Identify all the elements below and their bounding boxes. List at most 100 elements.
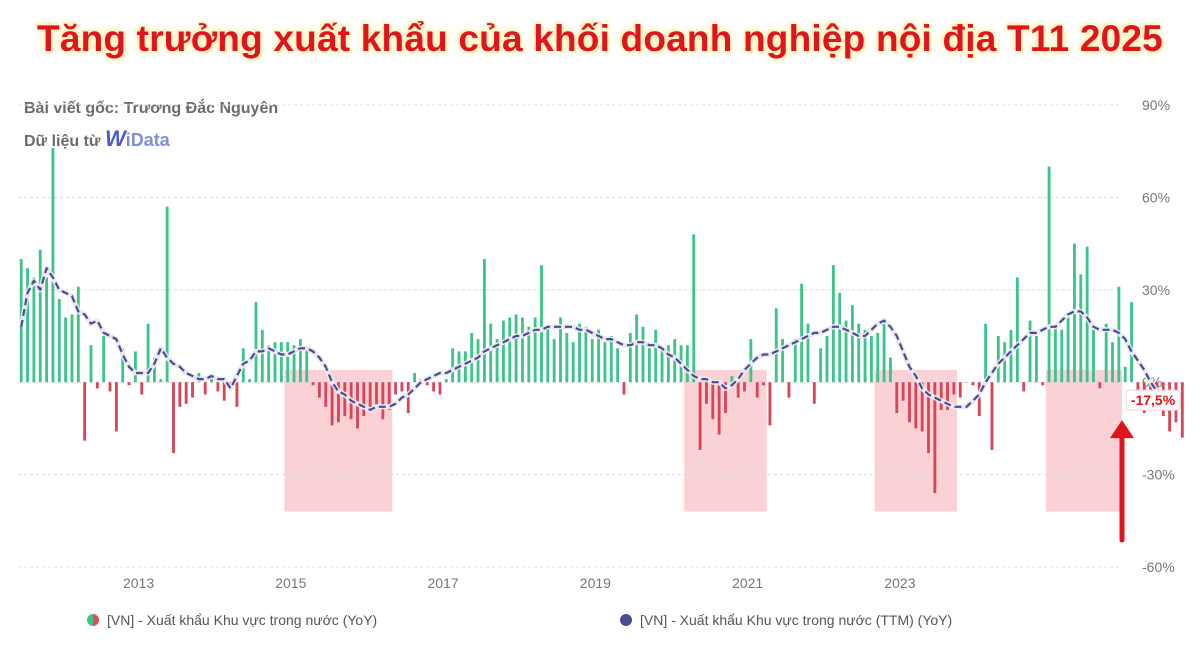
bar — [876, 332, 880, 383]
bar — [1060, 329, 1064, 383]
legend-item-ttm[interactable]: [VN] - Xuất khẩu Khu vực trong nước (TTM… — [620, 612, 952, 628]
bar — [375, 382, 378, 407]
bar — [495, 339, 499, 383]
bar — [146, 323, 150, 383]
bar — [571, 342, 575, 383]
bar — [616, 348, 620, 383]
bar — [705, 382, 708, 404]
bar — [1041, 382, 1045, 386]
bar — [438, 382, 442, 395]
bar — [597, 329, 601, 383]
wdata-logo-text: iData — [125, 130, 170, 150]
bar — [432, 382, 436, 392]
bar — [273, 342, 277, 383]
bar — [463, 351, 467, 383]
bar — [806, 323, 810, 383]
shaded-period-3 — [1045, 369, 1122, 512]
wdata-logo: WiData — [105, 126, 170, 151]
chart-title: Tăng trưởng xuất khẩu của khối doanh ngh… — [37, 18, 1163, 59]
bar — [381, 382, 385, 420]
bar — [717, 382, 721, 435]
bar — [368, 382, 372, 410]
y-tick-label: -30% — [1142, 467, 1175, 483]
bar — [482, 259, 486, 383]
bar — [330, 382, 334, 426]
bar — [914, 382, 918, 429]
bar — [508, 317, 512, 383]
bar — [984, 323, 988, 383]
bar — [1015, 277, 1019, 383]
bar — [413, 372, 417, 383]
bar — [451, 348, 455, 383]
bar — [660, 348, 664, 383]
bar — [45, 277, 49, 383]
bar — [996, 336, 1000, 383]
bar — [533, 317, 537, 383]
bar — [863, 329, 867, 383]
bar — [95, 382, 99, 389]
legend-yoy-label: [VN] - Xuất khẩu Khu vực trong nước (YoY… — [107, 612, 378, 628]
data-from-label: Dữ liệu từ — [24, 133, 101, 150]
source-line: Bài viết gốc: Trương Đắc Nguyên — [24, 100, 279, 117]
bar — [254, 302, 258, 383]
bar — [647, 348, 651, 383]
bar — [38, 249, 42, 383]
bar — [952, 382, 956, 395]
bar — [869, 336, 873, 383]
bar — [178, 382, 182, 407]
callout-arrow-head — [1110, 420, 1134, 439]
bar — [692, 234, 696, 383]
bar — [76, 286, 80, 383]
bar — [908, 382, 911, 423]
bar — [400, 382, 404, 392]
bar — [425, 382, 429, 386]
bar — [939, 382, 943, 410]
bar — [901, 382, 905, 401]
bar — [191, 382, 194, 398]
callout-label: -17,5% — [1131, 392, 1176, 408]
bar — [540, 265, 543, 383]
bar — [362, 382, 366, 417]
bar — [1066, 317, 1070, 383]
bar — [489, 323, 493, 383]
bar — [971, 382, 975, 386]
bar — [666, 345, 670, 383]
chart-area: 90%60%30%0%-30%-60%2013 2015 2017 2019 2021 2… — [18, 97, 1184, 591]
bar — [1098, 382, 1102, 389]
bar — [1053, 326, 1057, 383]
bar — [1009, 329, 1013, 383]
bar — [559, 317, 562, 383]
y-tick-label: 30% — [1142, 282, 1170, 298]
bar — [337, 382, 340, 423]
bar — [521, 317, 524, 383]
bar — [793, 339, 797, 383]
bar — [578, 323, 581, 383]
bar — [172, 382, 175, 454]
bar — [279, 342, 283, 383]
bar — [730, 376, 734, 383]
bar — [603, 342, 607, 383]
bar — [552, 339, 556, 383]
bar — [990, 382, 994, 450]
bar — [394, 382, 397, 395]
bar — [248, 379, 252, 383]
bar — [260, 329, 264, 383]
source-block: Bài viết gốc: Trương Đắc Nguyên Dữ liệu … — [24, 94, 278, 157]
bar — [343, 382, 347, 417]
bar — [590, 339, 594, 383]
bar — [133, 351, 137, 383]
legend-item-yoy[interactable]: [VN] - Xuất khẩu Khu vực trong nước (YoY… — [87, 612, 377, 628]
bar — [584, 326, 588, 383]
x-tick-label: 2023 — [884, 575, 915, 591]
bar — [946, 382, 949, 410]
bar — [850, 305, 854, 383]
bar — [311, 382, 315, 386]
bar — [83, 382, 87, 441]
bar — [514, 314, 518, 383]
bar — [844, 320, 848, 383]
y-tick-label: -60% — [1142, 559, 1175, 575]
bar — [711, 382, 715, 420]
bar — [889, 357, 892, 383]
bar — [1092, 329, 1095, 383]
bar — [324, 382, 328, 407]
